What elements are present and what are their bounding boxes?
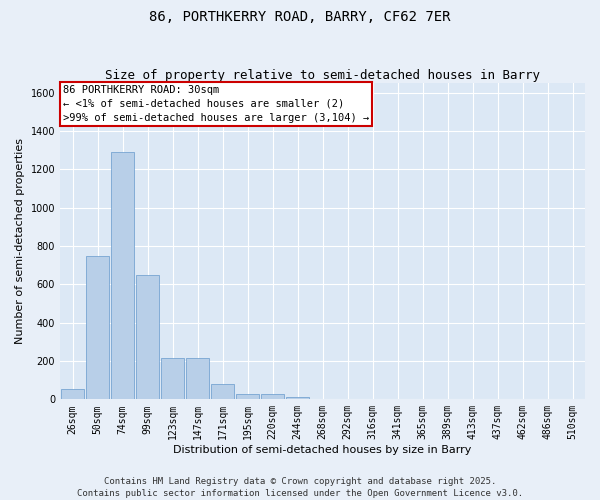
Bar	[211, 384, 234, 400]
Bar	[236, 394, 259, 400]
Bar	[286, 398, 309, 400]
Bar	[111, 152, 134, 400]
Bar	[261, 394, 284, 400]
Bar	[86, 256, 109, 400]
Bar	[161, 358, 184, 400]
X-axis label: Distribution of semi-detached houses by size in Barry: Distribution of semi-detached houses by …	[173, 445, 472, 455]
Text: 86 PORTHKERRY ROAD: 30sqm
← <1% of semi-detached houses are smaller (2)
>99% of : 86 PORTHKERRY ROAD: 30sqm ← <1% of semi-…	[62, 84, 369, 122]
Text: 86, PORTHKERRY ROAD, BARRY, CF62 7ER: 86, PORTHKERRY ROAD, BARRY, CF62 7ER	[149, 10, 451, 24]
Y-axis label: Number of semi-detached properties: Number of semi-detached properties	[15, 138, 25, 344]
Bar	[61, 389, 84, 400]
Text: Contains HM Land Registry data © Crown copyright and database right 2025.
Contai: Contains HM Land Registry data © Crown c…	[77, 476, 523, 498]
Bar	[186, 358, 209, 400]
Bar	[136, 275, 159, 400]
Title: Size of property relative to semi-detached houses in Barry: Size of property relative to semi-detach…	[105, 69, 540, 82]
